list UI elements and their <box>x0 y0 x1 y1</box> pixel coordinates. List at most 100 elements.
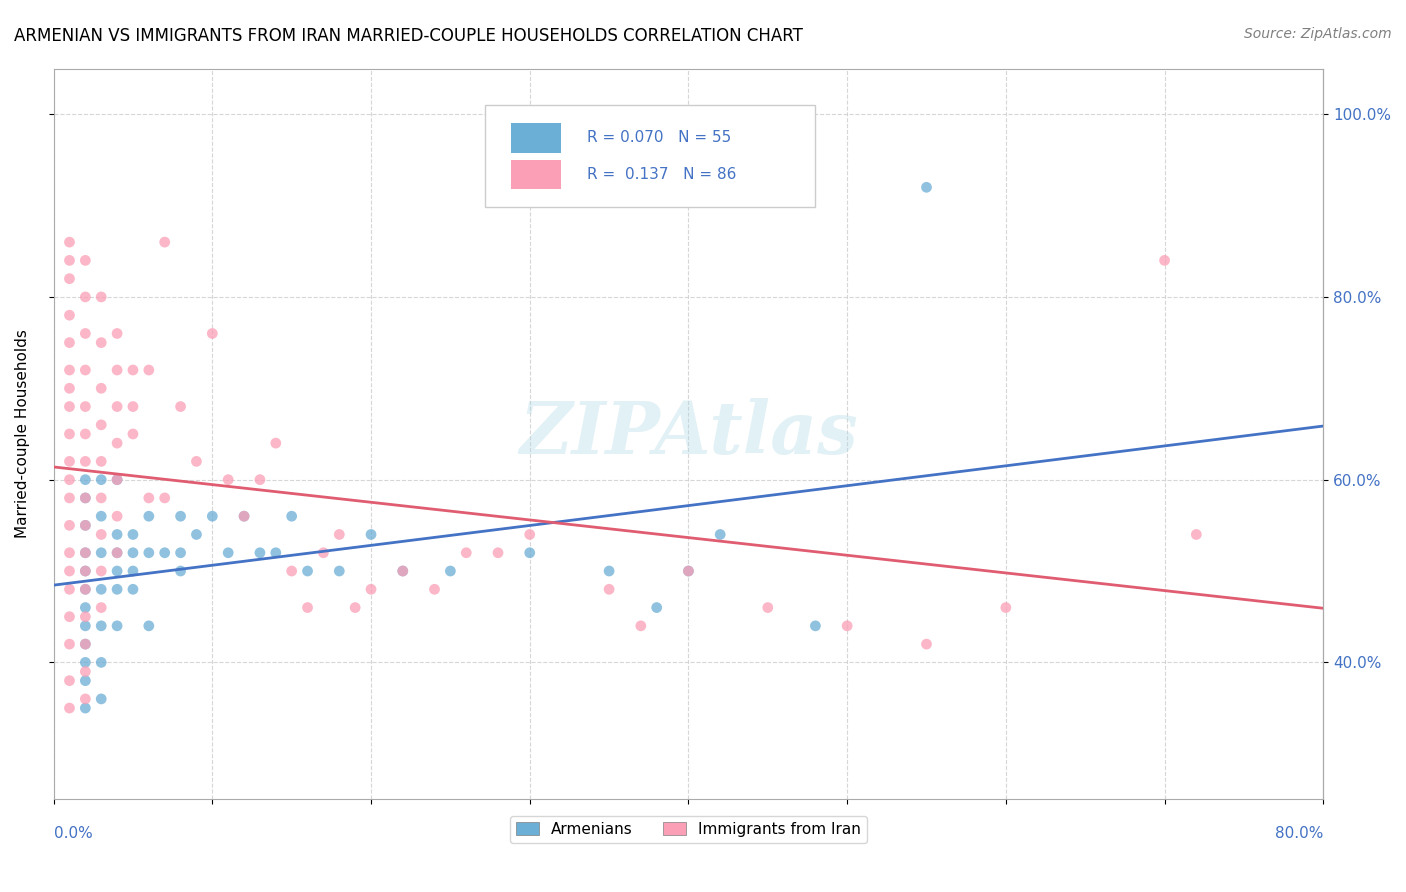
Point <box>90 656 112 670</box>
Point <box>122 363 145 377</box>
Point <box>58 253 80 268</box>
Point <box>75 518 97 533</box>
Point <box>391 564 413 578</box>
Text: 0.0%: 0.0% <box>53 826 93 841</box>
Point <box>90 527 112 541</box>
Point <box>58 400 80 414</box>
Bar <box>510 160 561 189</box>
Point <box>75 656 97 670</box>
Point <box>75 582 97 597</box>
Point <box>138 619 160 633</box>
Point <box>90 417 112 432</box>
Point <box>58 518 80 533</box>
Point <box>75 673 97 688</box>
Point <box>598 582 620 597</box>
Point <box>75 454 97 468</box>
Point <box>58 582 80 597</box>
Point <box>678 564 700 578</box>
Point <box>75 600 97 615</box>
Point <box>105 473 128 487</box>
Legend: Armenians, Immigrants from Iran: Armenians, Immigrants from Iran <box>509 815 868 843</box>
Point <box>264 436 287 450</box>
Point <box>75 609 97 624</box>
Point <box>58 701 80 715</box>
Point <box>75 637 97 651</box>
Point <box>122 527 145 541</box>
Point <box>138 363 160 377</box>
Point <box>344 600 367 615</box>
Point <box>90 473 112 487</box>
Point <box>75 701 97 715</box>
Point <box>391 564 413 578</box>
Point <box>201 326 224 341</box>
Point <box>138 546 160 560</box>
Point <box>201 509 224 524</box>
Point <box>439 564 461 578</box>
Point <box>233 509 256 524</box>
Point <box>105 326 128 341</box>
Point <box>122 427 145 442</box>
Point <box>58 473 80 487</box>
Point <box>58 381 80 395</box>
FancyBboxPatch shape <box>485 105 815 208</box>
Point <box>58 673 80 688</box>
Point <box>90 619 112 633</box>
Point <box>105 546 128 560</box>
Point <box>90 290 112 304</box>
Point <box>598 564 620 578</box>
Point <box>186 527 208 541</box>
Point <box>75 253 97 268</box>
Point <box>105 509 128 524</box>
Point <box>169 546 191 560</box>
Text: R =  0.137   N = 86: R = 0.137 N = 86 <box>586 167 737 182</box>
Point <box>837 619 859 633</box>
Point <box>423 582 446 597</box>
Point <box>75 473 97 487</box>
Point <box>153 491 176 505</box>
Point <box>105 582 128 597</box>
Point <box>58 546 80 560</box>
Point <box>58 454 80 468</box>
Point <box>58 308 80 322</box>
Point <box>138 491 160 505</box>
Bar <box>510 123 561 153</box>
Point <box>122 546 145 560</box>
Point <box>75 564 97 578</box>
Point <box>153 235 176 249</box>
Point <box>58 271 80 285</box>
Point <box>249 546 271 560</box>
Point <box>360 527 382 541</box>
Point <box>105 619 128 633</box>
Text: Source: ZipAtlas.com: Source: ZipAtlas.com <box>1244 27 1392 41</box>
Point <box>186 454 208 468</box>
Point <box>75 491 97 505</box>
Point <box>90 546 112 560</box>
Point <box>58 609 80 624</box>
Point <box>58 637 80 651</box>
Point <box>105 564 128 578</box>
Point <box>75 363 97 377</box>
Point <box>58 564 80 578</box>
Point <box>75 290 97 304</box>
Point <box>105 473 128 487</box>
Point <box>138 509 160 524</box>
Point <box>75 427 97 442</box>
Point <box>105 363 128 377</box>
Y-axis label: Married-couple Households: Married-couple Households <box>15 329 30 539</box>
Point <box>280 564 302 578</box>
Point <box>1185 527 1208 541</box>
Point <box>90 381 112 395</box>
Point <box>75 491 97 505</box>
Point <box>90 582 112 597</box>
Text: 80.0%: 80.0% <box>1275 826 1323 841</box>
Point <box>804 619 827 633</box>
Point <box>217 473 239 487</box>
Point <box>249 473 271 487</box>
Point <box>153 546 176 560</box>
Point <box>645 600 668 615</box>
Point <box>328 564 350 578</box>
Point <box>58 363 80 377</box>
Point <box>915 180 938 194</box>
Point <box>90 600 112 615</box>
Point <box>90 692 112 706</box>
